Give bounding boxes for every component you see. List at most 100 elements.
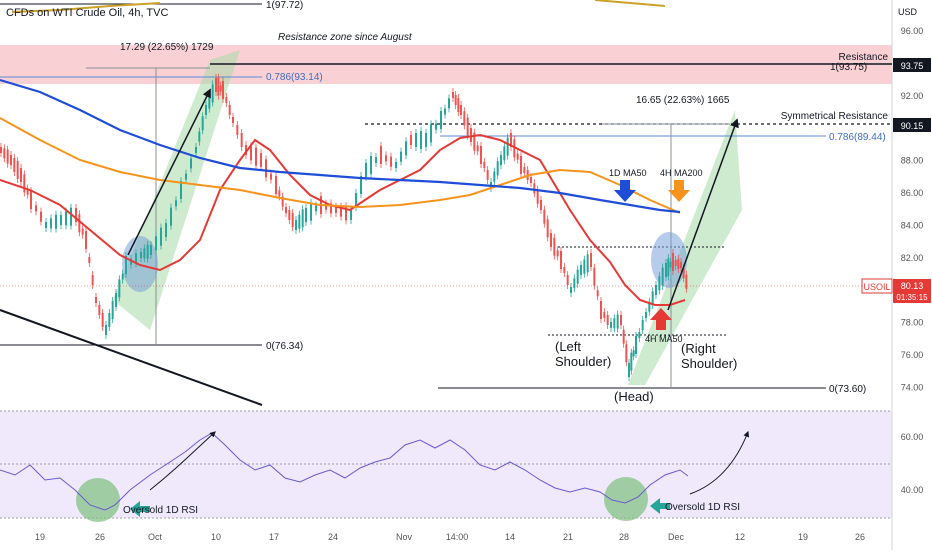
candle-body <box>301 209 304 228</box>
candle-body <box>281 196 284 207</box>
candle-body <box>245 145 247 155</box>
x-tick-label: 24 <box>328 532 338 542</box>
candle-body <box>88 257 91 263</box>
y-tick-label: 86.00 <box>901 188 924 198</box>
candle-body <box>6 149 9 164</box>
y-tick-label: 92.00 <box>901 91 924 101</box>
candle-body <box>410 135 412 145</box>
candle-body <box>655 285 657 295</box>
candle-body <box>255 147 257 166</box>
rsi-line <box>0 432 689 511</box>
oversold-arrow-left <box>130 501 150 517</box>
candle-body <box>550 233 552 247</box>
candle-body <box>219 85 222 92</box>
candle-body <box>523 167 526 173</box>
candle-body <box>483 162 486 168</box>
wedge-line <box>0 309 263 406</box>
candle-body <box>365 163 367 177</box>
candle-body <box>175 200 177 207</box>
candle-body <box>3 148 6 159</box>
candle-body <box>685 274 688 289</box>
candle-body <box>530 177 532 183</box>
candle-body <box>536 189 539 204</box>
candle-body <box>667 258 670 277</box>
rsi-tick-label: 60.00 <box>901 432 924 442</box>
candle-body <box>108 313 111 327</box>
candle-body <box>360 176 362 194</box>
candle-body <box>0 147 2 153</box>
fib-786-right-label: 0.786(89.44) <box>829 132 886 143</box>
candle-body <box>616 314 619 329</box>
candle-body <box>165 223 167 237</box>
candle-body <box>651 291 654 306</box>
candle-body <box>506 137 509 156</box>
x-tick-label: 14 <box>505 532 515 542</box>
candle-body <box>641 320 644 330</box>
candle-body <box>454 95 457 105</box>
candle-body <box>540 200 542 210</box>
y-tick-label: 78.00 <box>901 318 924 328</box>
candle-body <box>553 237 556 256</box>
candle-body <box>463 111 466 126</box>
candle-body <box>586 254 589 273</box>
badge-9375-bg <box>893 58 931 72</box>
left-shoulder-label-2: Shoulder) <box>555 354 611 369</box>
x-tick-label: 19 <box>35 532 45 542</box>
candle-body <box>222 81 224 99</box>
candle-body <box>420 131 422 149</box>
candle-body <box>375 157 377 163</box>
candle-body <box>75 208 77 222</box>
rsi-arrow-right <box>689 430 750 495</box>
candle-body <box>560 251 562 269</box>
candle-body <box>340 206 342 217</box>
candle-body <box>580 265 582 275</box>
candle-body <box>155 236 157 251</box>
candle-body <box>546 219 549 238</box>
candle-body <box>160 227 162 246</box>
candle-body <box>390 156 392 167</box>
candle-body <box>440 111 442 129</box>
oversold-label-right: Oversold 1D RSI <box>665 502 740 513</box>
candle-body <box>50 218 52 229</box>
candle-body <box>330 203 332 214</box>
candle-body <box>232 117 234 123</box>
candle-body <box>55 214 57 229</box>
candle-body <box>40 211 42 222</box>
y-tick-label: 82.00 <box>901 253 924 263</box>
candle-body <box>500 155 502 165</box>
ma50-4h-label: 4H MA50 <box>645 334 683 344</box>
candle-body <box>315 205 317 212</box>
candle-body <box>275 176 277 194</box>
candle-body <box>205 105 207 115</box>
top-gold-line <box>11 2 161 13</box>
candle-body <box>480 146 482 164</box>
candle-body <box>661 267 664 286</box>
candle-body <box>278 190 281 197</box>
candle-body <box>503 146 506 161</box>
fib-786-left-label: 0.786(93.14) <box>266 72 323 83</box>
x-tick-label: Nov <box>396 532 413 542</box>
candle-body <box>288 210 291 220</box>
candle-body <box>370 156 372 174</box>
candle-body <box>228 105 231 115</box>
x-tick-label: 17 <box>269 532 279 542</box>
candle-body <box>613 318 616 329</box>
candle-body <box>573 278 576 289</box>
x-tick-label: 26 <box>95 532 105 542</box>
y-tick-label: 88.00 <box>901 156 924 166</box>
candle-body <box>121 273 124 280</box>
badge-price: 80.13 <box>901 281 924 291</box>
candle-body <box>91 275 94 285</box>
candle-body <box>622 329 625 344</box>
candle-body <box>470 128 472 142</box>
candle-body <box>466 117 469 136</box>
candle-body <box>395 162 397 168</box>
candle-body <box>520 156 522 174</box>
right-shoulder-label-2: Shoulder) <box>681 356 737 371</box>
candle-body <box>385 155 387 162</box>
candle-body <box>543 209 546 224</box>
candle-body <box>444 108 446 115</box>
oversold-circle-left <box>76 478 120 522</box>
